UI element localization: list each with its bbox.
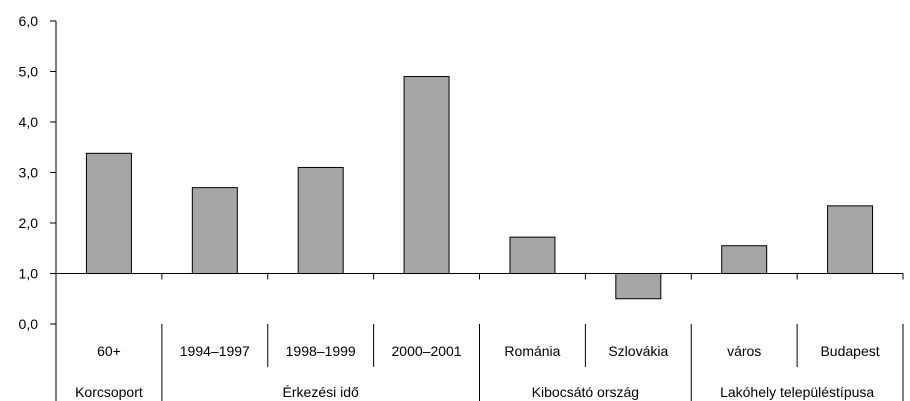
group-label: Érkezési idő <box>283 384 359 400</box>
category-label: Románia <box>504 343 560 359</box>
y-tick-label: 2,0 <box>19 215 39 231</box>
bars <box>85 76 874 300</box>
category-label: 1994–1997 <box>180 343 250 359</box>
y-tick-label: 5,0 <box>19 64 39 80</box>
bar <box>191 187 238 274</box>
bar <box>297 166 344 274</box>
category-label: Szlovákia <box>608 343 668 359</box>
category-label: 2000–2001 <box>392 343 462 359</box>
bar <box>403 76 450 274</box>
y-tick-label: 3,0 <box>19 165 39 181</box>
bar <box>509 236 556 274</box>
labels: 0,0 1,0 2,0 3,0 4,0 5,0 6,0 60+ 1994–1997 1998–19… <box>19 13 880 400</box>
y-tick-label: 4,0 <box>19 114 39 130</box>
bar <box>721 245 768 275</box>
group-label: Korcsoport <box>75 384 143 400</box>
bar <box>85 152 132 274</box>
group-label: Kibocsátó ország <box>532 384 639 400</box>
category-label: város <box>727 343 761 359</box>
category-label: Budapest <box>820 343 879 359</box>
group-label: Lakóhely településtípusa <box>720 384 874 400</box>
y-tick-label: 0,0 <box>19 316 39 332</box>
y-tick-label: 1,0 <box>19 266 39 282</box>
y-tick-label: 6,0 <box>19 13 39 29</box>
axes <box>50 20 904 401</box>
bar <box>615 273 662 300</box>
category-label: 1998–1999 <box>286 343 356 359</box>
category-label: 60+ <box>97 343 121 359</box>
bar <box>827 205 874 274</box>
